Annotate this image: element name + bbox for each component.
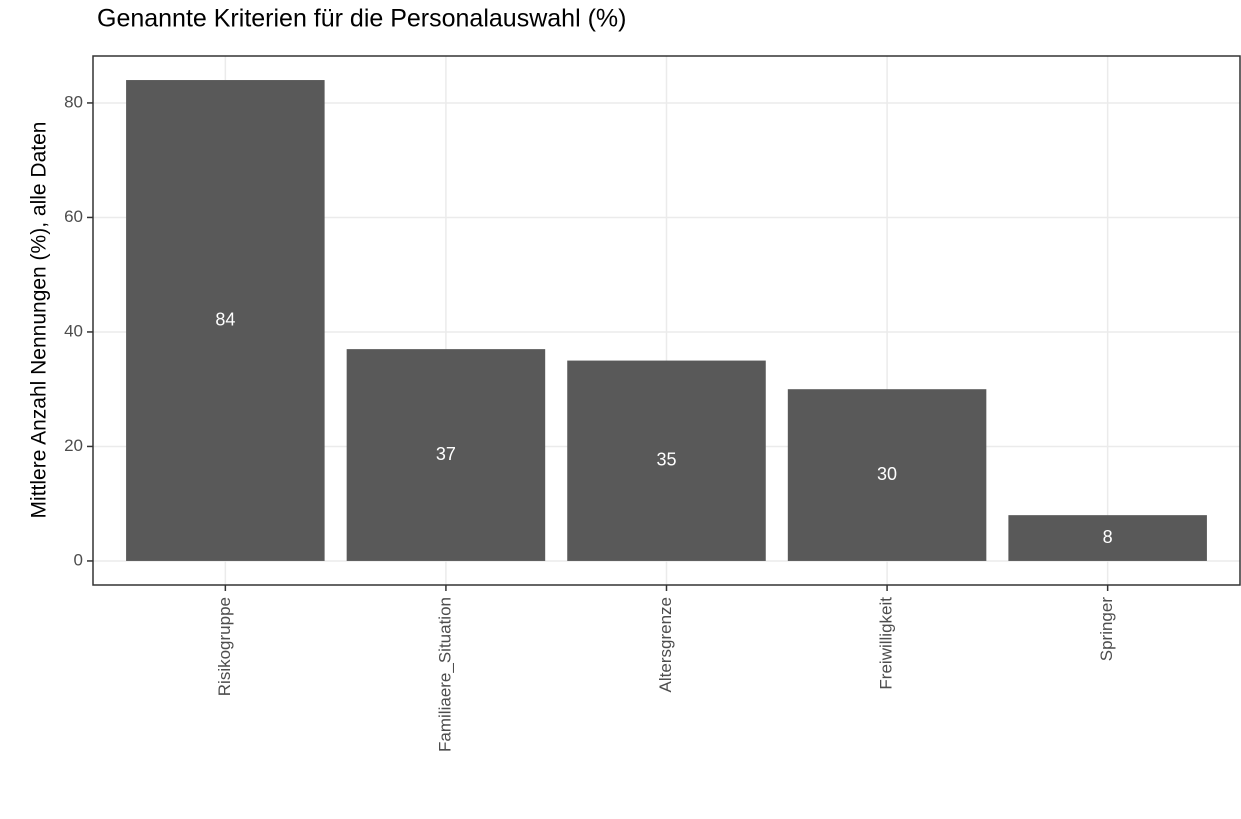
y-tick-label: 80 [64,92,83,111]
bar [126,80,325,561]
value-label: 35 [656,450,676,470]
y-axis-title: Mittlere Anzahl Nennungen (%), alle Date… [28,122,51,519]
x-tick-label: Risikogruppe [215,597,234,696]
panel-border [92,55,1241,586]
bar [1008,515,1207,561]
x-tick-label: Altersgrenze [656,597,675,692]
y-tick-label: 60 [64,207,83,226]
y-tick-label: 20 [64,436,83,455]
x-tick-label: Freiwilligkeit [877,597,896,690]
y-tick-label: 0 [74,550,83,569]
x-tick-label: Familiaere_Situation [435,597,454,752]
y-tick-label: 40 [64,321,83,340]
value-label: 30 [877,464,897,484]
chart-title: Genannte Kriterien für die Personalauswa… [97,5,626,33]
value-label: 84 [215,309,235,329]
x-tick-label: Springer [1097,597,1116,662]
bar [787,389,987,561]
value-label: 37 [436,444,456,464]
value-label: 8 [1103,527,1113,547]
bar [567,360,766,561]
bar [346,349,546,561]
